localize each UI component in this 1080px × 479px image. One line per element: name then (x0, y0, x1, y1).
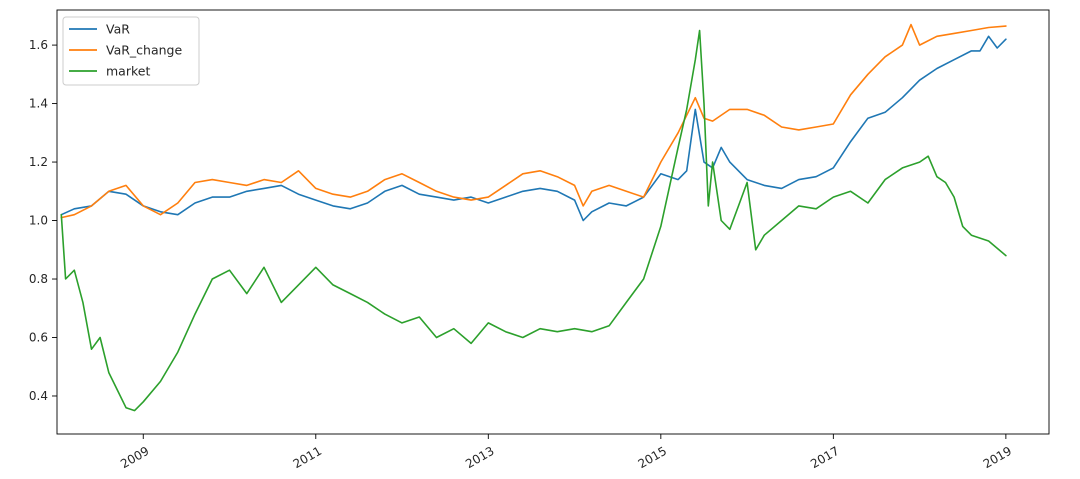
legend-label: VaR_change (106, 43, 182, 58)
lines-layer (60, 23, 1007, 412)
legend-label: market (106, 64, 150, 79)
legend-box (62, 16, 200, 86)
series-line-var (60, 35, 1007, 222)
plot-frame (56, 9, 1050, 435)
x-tick-label: 2013 (463, 444, 496, 471)
y-tick-label: 0.8 (29, 272, 48, 286)
x-tick-label: 2015 (636, 444, 669, 471)
x-axis: 2009 2011 2013 2015 2017 2019 (118, 434, 1014, 471)
series-line-market (60, 29, 1007, 412)
y-tick-label: 1.4 (29, 97, 48, 111)
x-tick-label: 2011 (291, 444, 324, 471)
y-tick-label: 1.2 (29, 155, 48, 169)
x-tick-label: 2019 (981, 444, 1014, 471)
y-tick-label: 1.6 (29, 38, 48, 52)
x-tick-label: 2017 (808, 444, 841, 471)
y-axis: 0.4 0.6 0.8 1.0 1.2 1.4 1.6 (29, 38, 57, 403)
x-tick-label: 2009 (118, 444, 151, 471)
legend-label: VaR (106, 22, 130, 37)
y-tick-label: 0.6 (29, 331, 48, 345)
y-tick-label: 0.4 (29, 389, 48, 403)
series-line-var-change (60, 23, 1007, 219)
y-tick-label: 1.0 (29, 214, 48, 228)
